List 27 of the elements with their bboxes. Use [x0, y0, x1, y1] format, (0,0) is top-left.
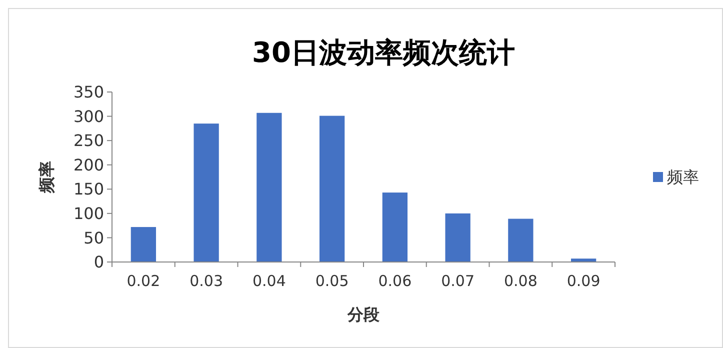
x-tick-label: 0.07: [441, 272, 475, 290]
bar: [382, 192, 408, 262]
x-tick-label: 0.02: [126, 272, 160, 290]
bar: [445, 213, 470, 262]
y-tick-label: 300: [73, 106, 104, 126]
y-tick-label: 250: [73, 131, 104, 150]
y-axis-title: 频率: [37, 161, 56, 194]
x-tick-label: 0.03: [190, 272, 224, 290]
y-tick-label: 200: [73, 155, 104, 174]
bar: [319, 116, 345, 262]
bar: [508, 218, 534, 262]
x-axis-title: 分段: [346, 305, 380, 324]
y-tick-label: 350: [73, 82, 104, 102]
legend-label: 频率: [667, 168, 699, 187]
x-tick-label: 0.09: [566, 272, 600, 290]
x-tick-label: 0.06: [378, 272, 412, 290]
bar: [130, 227, 156, 262]
bar: [194, 124, 219, 262]
x-tick-label: 0.04: [252, 272, 286, 290]
x-tick-label: 0.08: [504, 272, 538, 290]
x-tick-label: 0.05: [315, 272, 349, 290]
chart-title: 30日波动率频次统计: [252, 36, 515, 69]
y-tick-label: 50: [84, 228, 104, 248]
bar: [256, 112, 282, 262]
y-tick-label: 150: [73, 180, 104, 199]
y-tick-label: 0: [94, 252, 104, 272]
y-tick-label: 100: [73, 204, 104, 224]
